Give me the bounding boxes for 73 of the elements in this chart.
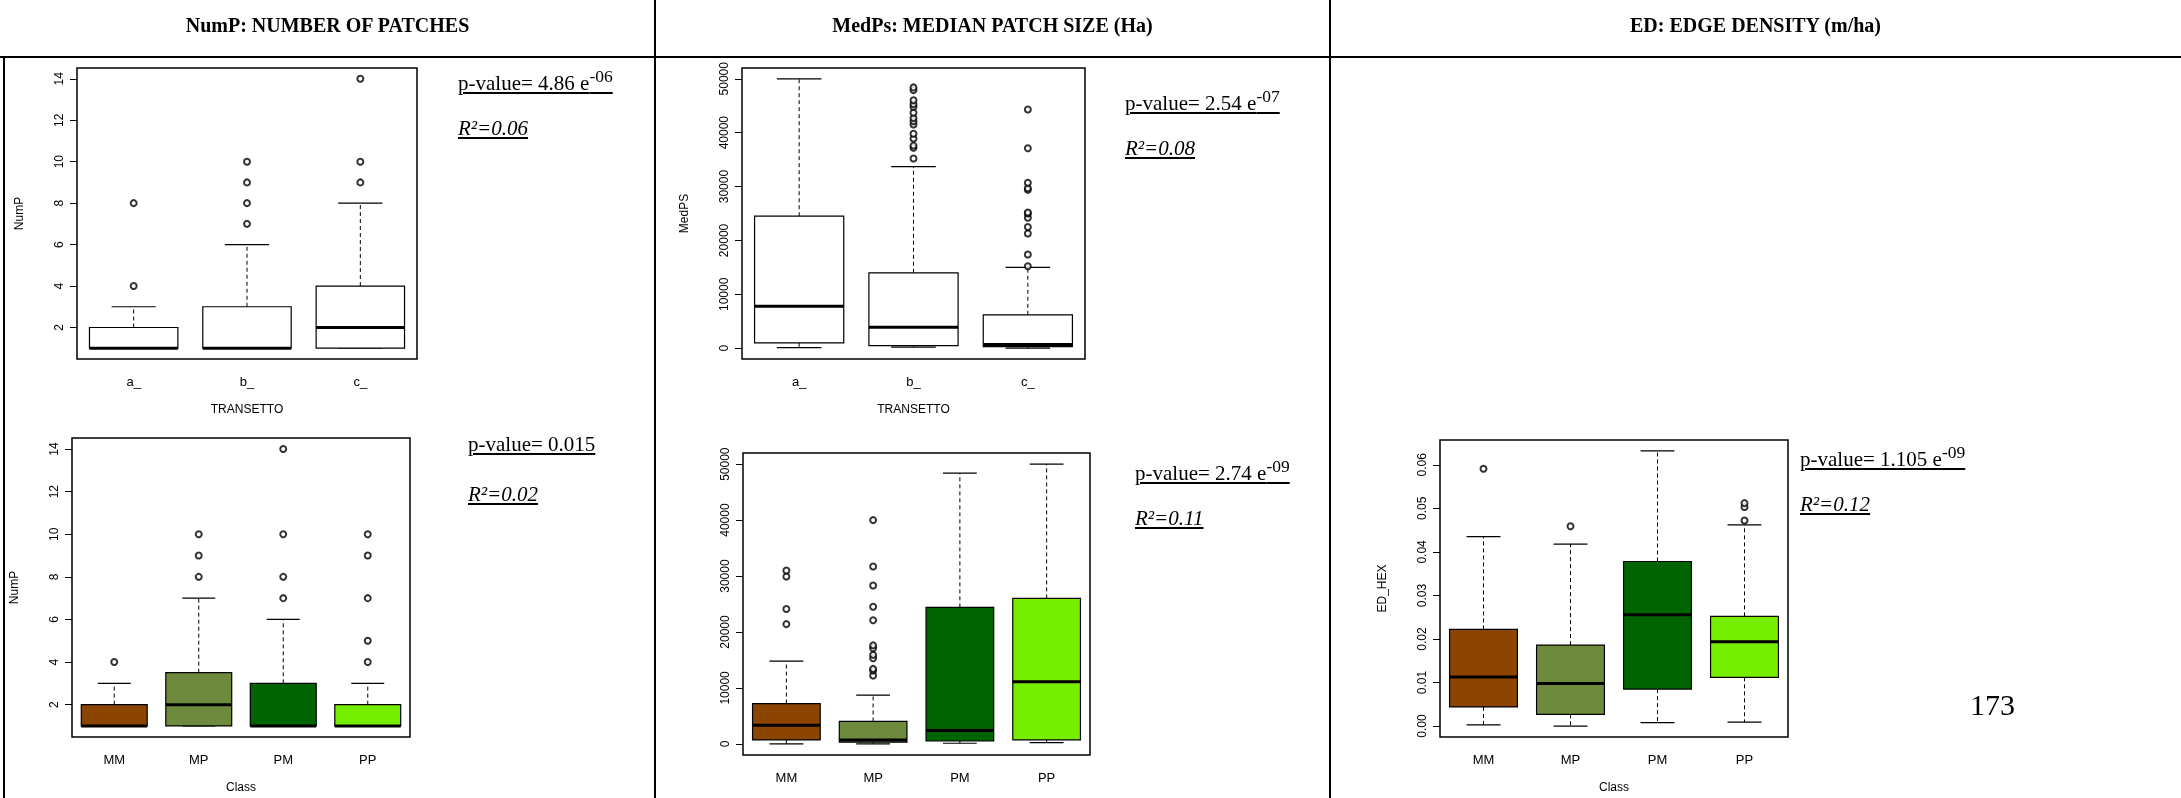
y-tick-label: 2 (52, 323, 66, 331)
text: R²=0.06 (458, 116, 529, 141)
y-tick-label: 0.00 (1415, 714, 1429, 738)
x-tick-label: PM (1647, 752, 1668, 767)
y-tick-label: 0.06 (1415, 452, 1429, 477)
x-axis-title: TRANSETTO (877, 402, 950, 416)
y-tick-label: 0.01 (1415, 670, 1429, 695)
x-tick-label: PP (359, 752, 377, 767)
text: p-value= 0.015 (468, 432, 596, 457)
y-tick-label: 0.02 (1415, 627, 1429, 651)
y-tick-label: 0 (717, 344, 731, 352)
chart-title: MedPs: MEDIAN PATCH SIZE (Ha) (831, 14, 1154, 37)
x-tick-label: MP (189, 752, 209, 767)
y-axis-title: ED_HEX (1375, 564, 1389, 613)
chart-title: ED: EDGE DENSITY (m/ha) (1629, 14, 1882, 37)
text: R²=0.08 (1125, 136, 1196, 161)
x-tick-label: MM (775, 770, 798, 785)
y-tick-label: 4 (47, 658, 61, 666)
y-tick-label: 0.03 (1415, 583, 1429, 608)
y-tick-label: 0 (718, 740, 732, 748)
y-tick-label: 0.04 (1415, 539, 1429, 564)
y-tick-label: 6 (47, 615, 61, 623)
y-tick-label: 20000 (717, 223, 731, 258)
y-tick-label: 0.05 (1415, 496, 1429, 521)
x-tick-label: b_ (906, 374, 922, 389)
y-axis-title: MedPS (677, 193, 691, 234)
y-tick-label: 10 (52, 154, 66, 169)
y-tick-label: 10000 (717, 277, 731, 312)
y-tick-label: 8 (47, 573, 61, 581)
x-axis-title: Class (1598, 780, 1630, 794)
x-axis-title: TRANSETTO (210, 402, 284, 416)
x-tick-label: c_ (1020, 374, 1036, 389)
chart-title: NumP: NUMBER OF PATCHES (184, 14, 471, 37)
y-tick-label: 6 (52, 240, 66, 248)
x-tick-label: MM (1472, 752, 1495, 767)
x-tick-label: MM (103, 752, 126, 767)
x-tick-label: c_ (353, 374, 368, 389)
text: R²=0.02 (468, 482, 539, 507)
y-tick-label: 10000 (718, 670, 732, 705)
y-tick-label: 30000 (717, 169, 731, 204)
y-tick-label: 50000 (717, 61, 731, 96)
x-tick-label: PP (1735, 752, 1754, 767)
x-tick-label: PP (1037, 770, 1056, 785)
y-tick-label: 2 (47, 700, 61, 708)
x-tick-label: a_ (791, 374, 808, 389)
text: p-value= 2.74 e$^{-09}$ (1135, 456, 1290, 486)
y-tick-label: 12 (47, 484, 61, 499)
x-tick-label: MP (863, 770, 883, 785)
y-tick-label: 14 (52, 71, 66, 86)
y-tick-label: 14 (47, 442, 61, 456)
y-tick-label: 50000 (718, 447, 732, 481)
y-tick-label: 20000 (718, 614, 732, 649)
x-tick-label: PM (950, 770, 970, 785)
y-tick-label: 4 (52, 282, 66, 290)
y-tick-label: 10 (47, 527, 61, 541)
x-tick-label: MP (1560, 752, 1581, 767)
x-tick-label: a_ (126, 374, 142, 389)
text: p-value= 1.105 e$^{-09}$ (1800, 442, 1966, 472)
text: p-value= 4.86 e$^{-06}$ (458, 66, 613, 96)
y-tick-label: 8 (52, 199, 66, 207)
x-tick-label: PM (273, 752, 293, 767)
text: p-value= 2.54 e$^{-07}$ (1125, 86, 1280, 116)
x-axis-title: Class (225, 780, 257, 794)
x-tick-label: b_ (239, 374, 255, 389)
y-axis-title: NumP (7, 570, 21, 605)
y-tick-label: 40000 (718, 503, 732, 537)
text: 173 (1970, 688, 2015, 722)
y-axis-title: NumP (12, 196, 26, 231)
y-tick-label: 12 (52, 113, 66, 127)
y-tick-label: 30000 (718, 559, 732, 593)
text: R²=0.11 (1135, 506, 1204, 531)
y-tick-label: 40000 (717, 115, 731, 150)
text: R²=0.12 (1800, 492, 1871, 517)
